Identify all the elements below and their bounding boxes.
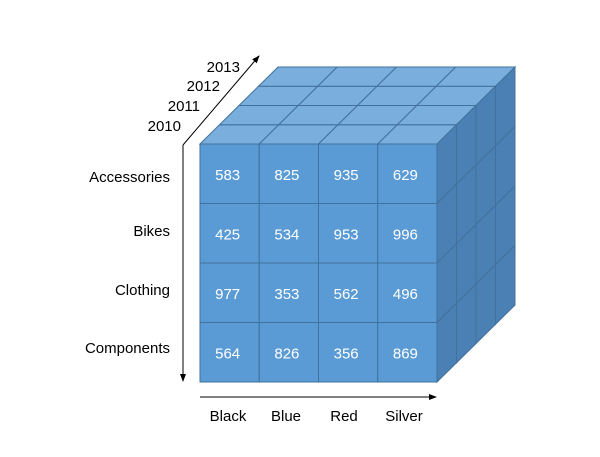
cell-value: 825 — [274, 167, 299, 184]
cell-value: 564 — [215, 345, 240, 362]
front-face-cell — [377, 143, 438, 204]
year-axis-arrow — [182, 55, 260, 146]
front-face-cell — [258, 143, 319, 204]
year-label: 2013 — [207, 59, 240, 76]
cell-value: 869 — [393, 345, 418, 362]
cell-value: 629 — [393, 167, 418, 184]
year-label: 2012 — [187, 78, 220, 95]
category-label: Components — [85, 340, 170, 357]
cell-value: 996 — [393, 226, 418, 243]
cell-value: 583 — [215, 167, 240, 184]
category-label: Bikes — [133, 223, 170, 240]
side-face-cell — [495, 244, 516, 326]
front-face-cell — [377, 322, 438, 383]
cell-value: 356 — [334, 345, 359, 362]
color-label: Red — [330, 408, 358, 425]
year-label: 2011 — [168, 98, 200, 115]
cell-value: 935 — [334, 167, 359, 184]
front-face-cell — [199, 143, 260, 204]
color-label: Black — [210, 408, 247, 425]
front-face-cell — [258, 262, 319, 323]
cell-value: 562 — [334, 286, 359, 303]
front-face-cell — [377, 203, 438, 264]
cell-value: 353 — [274, 286, 299, 303]
category-label: Accessories — [89, 169, 170, 186]
front-face-cell — [318, 203, 379, 264]
front-face-cell — [318, 262, 379, 323]
front-face-cell — [199, 203, 260, 264]
front-face-cell — [258, 322, 319, 383]
cell-value: 953 — [334, 226, 359, 243]
cell-value: 977 — [215, 286, 240, 303]
category-label: Clothing — [115, 282, 170, 299]
front-face-cell — [258, 203, 319, 264]
cell-value: 534 — [274, 226, 299, 243]
cell-value: 425 — [215, 226, 240, 243]
front-face-cell — [377, 262, 438, 323]
cell-value: 496 — [393, 286, 418, 303]
front-face-cell — [318, 143, 379, 204]
color-label: Blue — [271, 408, 301, 425]
color-label: Silver — [385, 408, 423, 425]
year-label: 2010 — [148, 118, 181, 135]
cell-value: 826 — [274, 345, 299, 362]
